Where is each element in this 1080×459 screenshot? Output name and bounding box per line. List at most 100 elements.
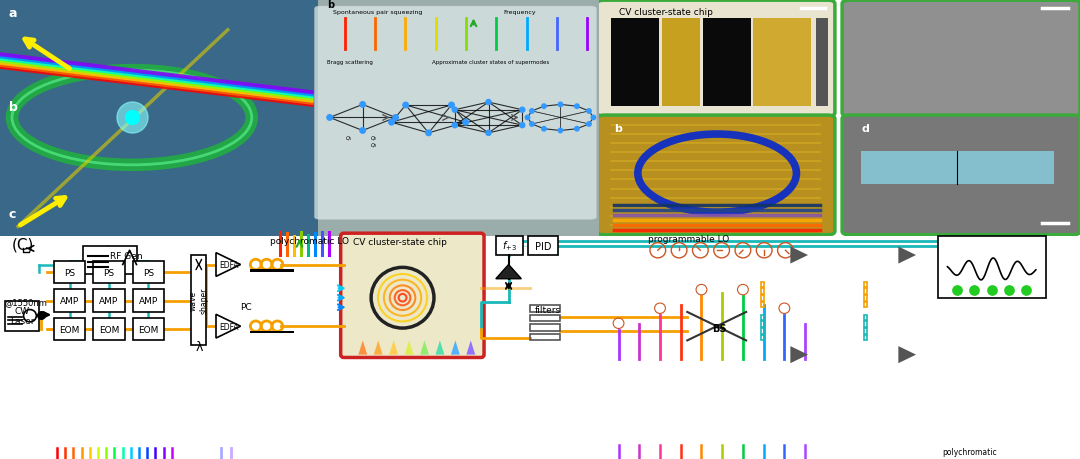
Text: EOM: EOM <box>59 325 80 334</box>
Text: AMP: AMP <box>138 297 158 305</box>
Point <box>584 114 602 122</box>
Point <box>966 287 983 294</box>
FancyBboxPatch shape <box>842 116 1080 235</box>
Text: $Q_1$: $Q_1$ <box>345 134 352 142</box>
Text: Spontaneous pair squeezing: Spontaneous pair squeezing <box>333 10 422 15</box>
Text: PS: PS <box>64 268 76 277</box>
Bar <box>864 302 867 308</box>
Text: (C): (C) <box>12 237 35 252</box>
Text: EOM: EOM <box>98 325 119 334</box>
Point <box>580 121 597 129</box>
Text: b: b <box>326 0 334 10</box>
Bar <box>93 290 124 312</box>
Text: RF Gen: RF Gen <box>110 252 143 260</box>
Polygon shape <box>899 347 916 364</box>
Polygon shape <box>405 341 414 355</box>
Polygon shape <box>389 341 399 355</box>
Point <box>354 128 372 135</box>
FancyBboxPatch shape <box>597 116 835 235</box>
Point <box>387 114 404 122</box>
Point <box>123 114 140 122</box>
Bar <box>83 246 137 274</box>
Bar <box>864 322 867 327</box>
Text: a: a <box>9 6 17 20</box>
Point <box>514 107 531 114</box>
Text: EDFA: EDFA <box>219 322 240 331</box>
Bar <box>761 302 765 308</box>
Polygon shape <box>451 341 460 355</box>
Text: b: b <box>9 101 18 114</box>
Text: PS: PS <box>143 268 153 277</box>
Bar <box>864 295 867 301</box>
Point <box>383 119 401 127</box>
Bar <box>761 289 765 294</box>
Text: filters: filters <box>535 305 562 314</box>
Bar <box>93 261 124 284</box>
Bar <box>0 0 318 236</box>
Text: polychromatic LO: polychromatic LO <box>270 236 349 245</box>
Bar <box>761 295 765 301</box>
Bar <box>251 331 294 334</box>
Text: PS: PS <box>104 268 114 277</box>
Text: BS: BS <box>712 323 727 333</box>
Bar <box>753 19 811 106</box>
Point <box>397 102 415 109</box>
Polygon shape <box>435 341 444 355</box>
Text: CW
Laser: CW Laser <box>10 306 35 326</box>
Bar <box>864 282 867 288</box>
Point <box>568 103 585 111</box>
Bar <box>864 289 867 294</box>
Point <box>580 108 597 115</box>
Bar <box>54 261 85 284</box>
Bar <box>862 151 1054 185</box>
Point <box>480 99 497 106</box>
Bar <box>864 335 867 341</box>
FancyBboxPatch shape <box>340 234 484 358</box>
Point <box>1000 287 1017 294</box>
Point <box>1017 287 1035 294</box>
Point <box>446 107 463 114</box>
Point <box>552 101 569 109</box>
Point <box>518 114 536 122</box>
Point <box>420 130 437 137</box>
Text: Bragg scattering: Bragg scattering <box>326 60 373 65</box>
Text: polychromatic: polychromatic <box>943 447 997 456</box>
Bar <box>703 19 751 106</box>
Text: CV cluster-state chip: CV cluster-state chip <box>353 237 447 246</box>
Polygon shape <box>467 341 475 355</box>
Bar <box>54 290 85 312</box>
Bar <box>937 236 1045 298</box>
Text: $Q_2$: $Q_2$ <box>370 134 378 142</box>
Bar <box>5 301 39 331</box>
Text: b: b <box>613 124 622 134</box>
Point <box>321 114 338 122</box>
Point <box>32 312 50 319</box>
Bar <box>496 236 524 256</box>
Bar <box>528 236 557 256</box>
Bar <box>761 282 765 288</box>
Bar <box>54 318 85 341</box>
Bar <box>611 19 660 106</box>
Bar <box>761 328 765 334</box>
Text: wave
shaper: wave shaper <box>189 287 208 313</box>
Text: EDFA: EDFA <box>219 260 240 269</box>
Bar <box>191 256 206 346</box>
Polygon shape <box>359 341 367 355</box>
Text: Approximate cluster states of supermodes: Approximate cluster states of supermodes <box>432 60 549 65</box>
Text: CV cluster-state chip: CV cluster-state chip <box>619 8 713 17</box>
Polygon shape <box>899 247 916 264</box>
Polygon shape <box>496 265 522 279</box>
Bar <box>761 335 765 341</box>
Bar <box>133 318 164 341</box>
Bar <box>530 315 559 322</box>
Text: c: c <box>9 207 16 220</box>
Text: $Q_3$: $Q_3$ <box>370 140 378 150</box>
Point <box>523 108 540 115</box>
Bar <box>815 19 827 106</box>
Text: λ: λ <box>195 340 203 353</box>
Point <box>568 126 585 133</box>
Point <box>536 103 553 111</box>
FancyBboxPatch shape <box>314 7 596 220</box>
Point <box>514 122 531 129</box>
Point <box>948 287 966 294</box>
